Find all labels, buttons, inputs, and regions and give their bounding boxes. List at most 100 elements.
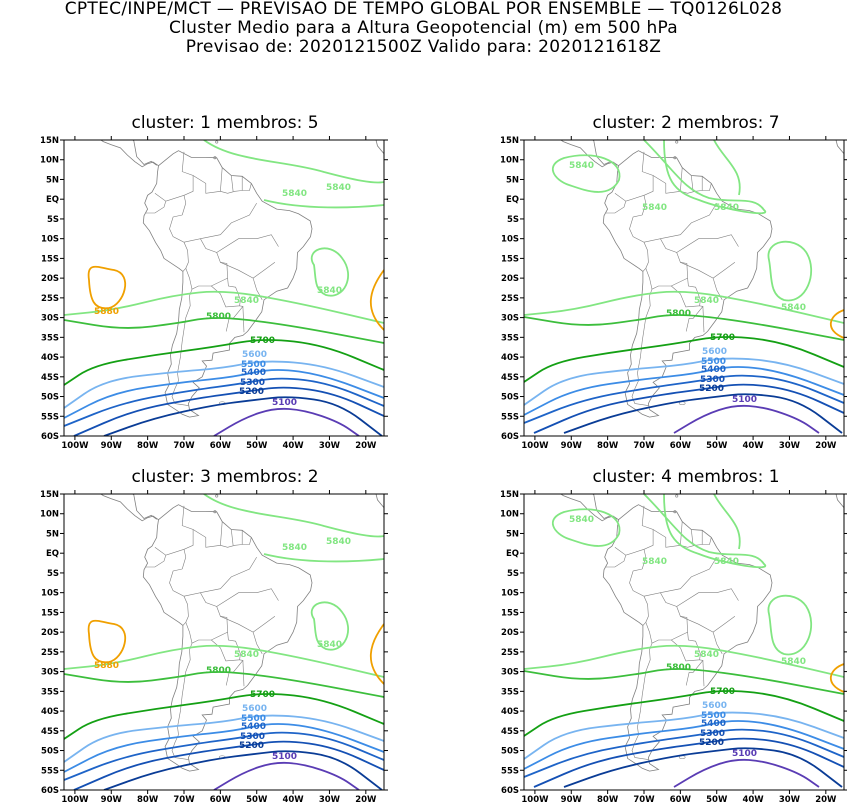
contour-label-5880: 5880: [94, 661, 119, 671]
lat-tick-label: 10N: [500, 510, 519, 520]
lat-tick-label: 10S: [501, 589, 519, 599]
contour-5840: [713, 494, 741, 550]
contour-5300: [73, 386, 384, 436]
island: [617, 481, 619, 483]
central-america-coastline: [131, 140, 157, 166]
lat-tick-label: 45S: [41, 373, 59, 383]
country-border: [691, 529, 694, 546]
lat-tick-label: 5S: [507, 569, 519, 579]
lon-tick-label: 20W: [815, 441, 837, 451]
contour-label-5300: 5300: [240, 378, 265, 388]
lon-tick-label: 60W: [210, 441, 232, 451]
country-border: [605, 201, 627, 214]
lon-tick-label: 30W: [779, 795, 801, 803]
country-border: [680, 262, 736, 279]
contour-5840: [524, 644, 844, 678]
lat-tick-label: 15S: [41, 608, 59, 618]
contour-label-5880: 5880: [94, 307, 119, 317]
country-border: [676, 588, 739, 607]
lat-tick-label: 10N: [500, 156, 519, 166]
contour-5840: [767, 240, 813, 302]
country-border: [643, 592, 688, 644]
country-border: [641, 505, 654, 570]
contour-label-5840: 5840: [282, 189, 307, 199]
country-border: [181, 151, 194, 216]
lon-tick-label: 70W: [633, 795, 655, 803]
country-border: [691, 175, 694, 192]
contour-5700: [524, 336, 844, 383]
lat-tick-label: 10N: [40, 156, 59, 166]
lat-tick-label: 50S: [41, 747, 59, 757]
contour-5300: [73, 740, 384, 790]
contour-label-5700: 5700: [250, 336, 275, 346]
contour-5700: [64, 693, 384, 740]
lat-tick-label: 5N: [506, 529, 519, 539]
country-border: [702, 660, 705, 687]
africa-coastline: [375, 494, 384, 512]
contour-5400: [524, 728, 844, 778]
contour-5700: [64, 339, 384, 386]
country-border: [183, 238, 228, 290]
lon-tick-label: 60W: [670, 441, 692, 451]
contour-label-5300: 5300: [240, 732, 265, 742]
lon-tick-label: 50W: [246, 795, 268, 803]
contour-label-5840: 5840: [642, 557, 667, 567]
lon-tick-label: 50W: [706, 441, 728, 451]
contour-5200: [103, 750, 383, 790]
lon-tick-label: 40W: [742, 441, 764, 451]
country-border: [181, 505, 194, 570]
lat-tick-label: 40S: [41, 353, 59, 363]
panel-2-title: cluster: 2 membros: 7: [592, 113, 780, 133]
map-content: 5100520053005400550056005700580058405840…: [524, 140, 844, 434]
contour-5840: [310, 247, 349, 297]
lat-tick-label: 15N: [40, 136, 59, 146]
lat-tick-label: 60S: [501, 786, 519, 796]
lat-tick-label: 20S: [41, 628, 59, 638]
contour-5840: [767, 594, 813, 656]
contour-label-5840: 5840: [234, 650, 259, 660]
country-border: [680, 537, 712, 548]
lon-tick-label: 20W: [815, 795, 837, 803]
map-frame: 5100520053005400550056005700580058405880…: [40, 136, 388, 451]
contour-label-5840: 5840: [326, 183, 351, 193]
contour-5840: [203, 494, 384, 563]
lat-tick-label: 20S: [501, 274, 519, 284]
lat-tick-label: 15N: [500, 490, 519, 500]
contour-label-5100: 5100: [272, 398, 297, 408]
contour-5880: [87, 265, 126, 310]
country-border: [680, 616, 736, 633]
country-border: [171, 289, 193, 406]
central-america-coastline: [560, 494, 619, 522]
contour-5880: [369, 623, 384, 685]
lat-tick-label: EQ: [506, 195, 519, 205]
lat-tick-label: 10S: [41, 235, 59, 245]
country-border: [200, 202, 257, 239]
country-border: [183, 592, 228, 644]
island: [213, 156, 217, 160]
lon-tick-label: 40W: [742, 795, 764, 803]
lat-tick-label: EQ: [506, 549, 519, 559]
africa-coastline: [375, 140, 384, 158]
lat-tick-label: 15S: [501, 608, 519, 618]
lat-tick-label: 20S: [501, 628, 519, 638]
country-border: [685, 659, 704, 686]
country-border: [631, 289, 653, 406]
lat-tick-label: 50S: [41, 393, 59, 403]
contour-label-5700: 5700: [710, 333, 735, 343]
lat-tick-label: 55S: [501, 412, 519, 422]
country-border: [145, 555, 167, 568]
header-line-2: Cluster Medio para a Altura Geopotencial…: [168, 18, 679, 38]
lat-tick-label: EQ: [46, 195, 59, 205]
lon-tick-label: 20W: [355, 795, 377, 803]
lon-tick-label: 90W: [561, 795, 583, 803]
country-border: [145, 201, 167, 214]
contour-label-5840: 5840: [781, 657, 806, 667]
lon-tick-label: 90W: [101, 795, 123, 803]
country-border: [192, 521, 223, 548]
contour-5400: [64, 377, 384, 427]
contour-label-5840: 5840: [714, 557, 739, 567]
contour-5200: [563, 393, 843, 434]
contour-5200: [103, 396, 383, 436]
lat-tick-label: 50S: [501, 747, 519, 757]
country-border: [676, 234, 739, 253]
